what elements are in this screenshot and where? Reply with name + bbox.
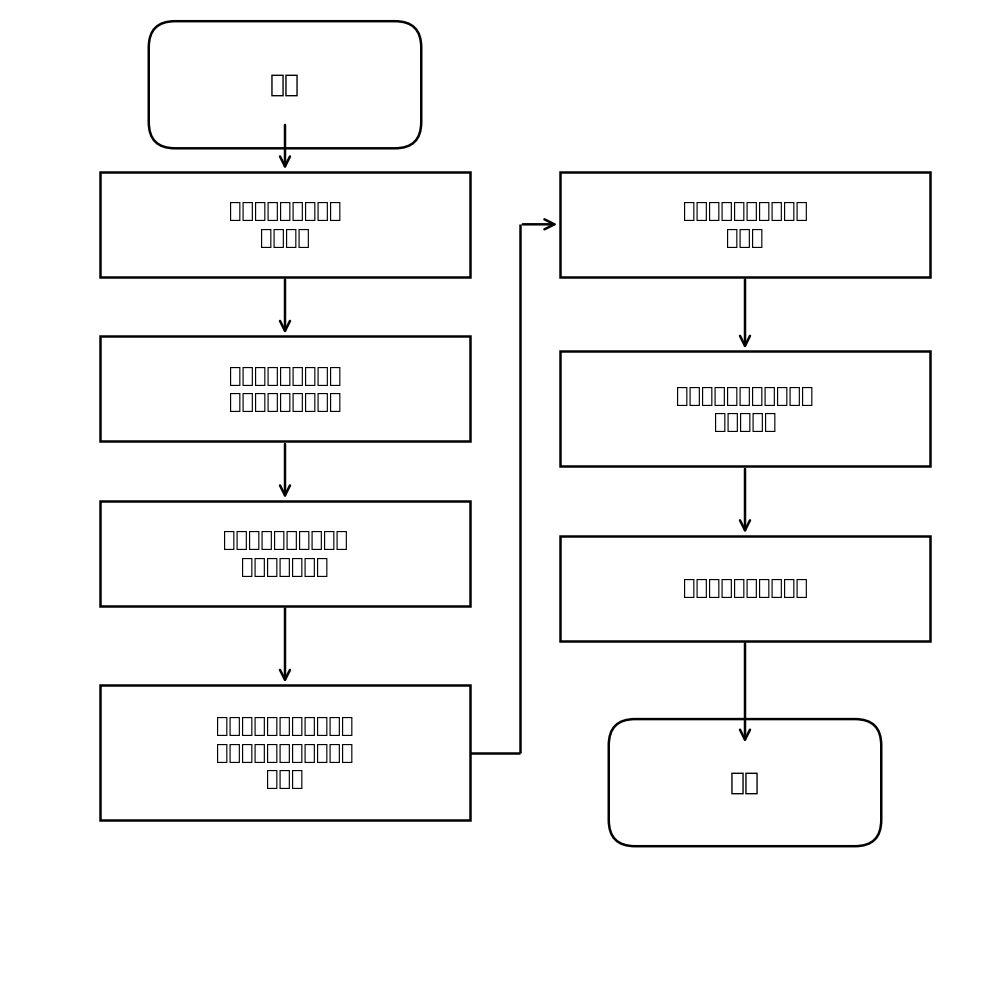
- Text: 确定动态分组的评价
指标体系: 确定动态分组的评价 指标体系: [229, 201, 341, 247]
- Bar: [100, 686, 470, 820]
- Text: 电池单元响应调频指令: 电池单元响应调频指令: [682, 578, 808, 598]
- Text: 开始: 开始: [270, 73, 300, 97]
- Text: 构建天牛须优化算法的
自适应步长公式: 构建天牛须优化算法的 自适应步长公式: [222, 530, 348, 576]
- Text: 设置动态分组的自动更
新周期: 设置动态分组的自动更 新周期: [682, 201, 808, 247]
- Text: 结束: 结束: [730, 771, 760, 795]
- Bar: [560, 172, 930, 277]
- Text: 对储能系统的电池单元进
行动态分组: 对储能系统的电池单元进 行动态分组: [676, 386, 814, 432]
- Bar: [100, 172, 470, 277]
- Bar: [100, 501, 470, 606]
- FancyBboxPatch shape: [149, 21, 421, 149]
- Bar: [100, 337, 470, 441]
- Bar: [560, 352, 930, 467]
- FancyBboxPatch shape: [609, 719, 881, 846]
- Bar: [560, 536, 930, 641]
- Text: 确定自适应天牛须优
化算法的适应度函数: 确定自适应天牛须优 化算法的适应度函数: [229, 366, 341, 412]
- Text: 采用自适应天牛须算法优
化动态分组技术的强制更
新阈值: 采用自适应天牛须算法优 化动态分组技术的强制更 新阈值: [216, 716, 354, 790]
